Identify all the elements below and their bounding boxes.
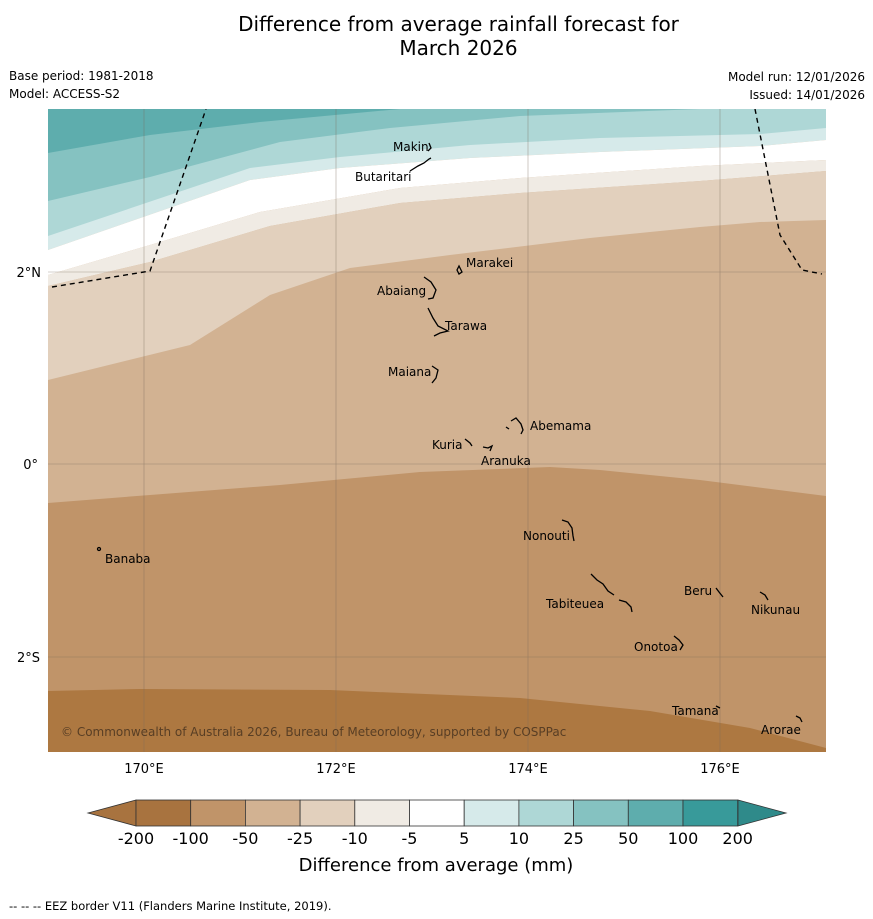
island-tabiteuea-north-shape xyxy=(590,573,615,596)
lat-axis-labels: 2°N 0° 2°S xyxy=(17,266,42,666)
legend-tick-label: -50 xyxy=(232,829,258,848)
island-label: Tabiteuea xyxy=(545,597,604,611)
model-name: Model: ACCESS-S2 xyxy=(9,87,121,101)
island-label: Onotoa xyxy=(634,640,678,654)
legend-tick-label: -25 xyxy=(287,829,313,848)
meta-left: Base period: 1981-2018 Model: ACCESS-S2 xyxy=(9,67,154,103)
lon-axis-labels: 170°E 172°E 174°E 176°E xyxy=(124,762,740,777)
island-maiana-shape xyxy=(431,365,439,384)
island-outlines xyxy=(96,142,803,723)
lat-label: 2°N xyxy=(17,266,42,281)
island-label: Makin xyxy=(393,140,429,154)
island-abemama-islet xyxy=(505,426,510,430)
band-dry-25 xyxy=(48,171,826,380)
legend-cell xyxy=(409,799,465,827)
island-tabiteuea-south-shape xyxy=(618,599,633,613)
island-label: Butaritari xyxy=(355,170,412,184)
legend-cell xyxy=(135,799,192,827)
island-label: Beru xyxy=(684,584,712,598)
legend-tick-labels: -200 -100 -50 -25 -10 -5 5 10 25 50 100 200 xyxy=(118,829,753,848)
island-banaba-shape xyxy=(96,546,102,552)
legend-cell xyxy=(682,799,739,827)
legend-tick-label: 10 xyxy=(509,829,529,848)
legend-arrow-right xyxy=(737,799,788,827)
graticule xyxy=(48,109,826,752)
island-label: Aranuka xyxy=(481,454,531,468)
island-abaiang-shape xyxy=(423,276,437,300)
lat-label: 2°S xyxy=(17,651,40,666)
island-nonouti-shape xyxy=(561,519,575,542)
legend-cell xyxy=(299,799,356,827)
lon-label: 176°E xyxy=(700,762,740,777)
island-marakei-shape xyxy=(456,264,463,275)
island-arorae-shape xyxy=(795,715,803,723)
island-tamana-shape xyxy=(715,705,721,709)
band-dry-10 xyxy=(48,160,826,286)
eez-border xyxy=(51,109,823,288)
island-beru-shape xyxy=(715,587,724,598)
legend-cell xyxy=(244,799,301,827)
island-label: Nonouti xyxy=(523,529,570,543)
title-line-1: Difference from average rainfall forecas… xyxy=(238,12,679,36)
island-label: Kuria xyxy=(432,438,463,452)
title-line-2: March 2026 xyxy=(399,36,518,60)
island-labels: Makin Butaritari Marakei Abaiang Tarawa … xyxy=(105,140,801,737)
rainfall-bands: Makin Butaritari Marakei Abaiang Tarawa … xyxy=(48,109,826,752)
meta-right: Model run: 12/01/2026 Issued: 14/01/2026 xyxy=(728,68,865,104)
island-label: Abemama xyxy=(530,419,591,433)
island-nikunau-shape xyxy=(759,591,769,601)
base-period: Base period: 1981-2018 xyxy=(9,69,154,83)
legend-arrow-left xyxy=(86,799,137,827)
island-label: Nikunau xyxy=(751,603,800,617)
island-aranuka-shape xyxy=(482,444,494,452)
island-makin-shape xyxy=(427,142,432,152)
legend-tick-label: 50 xyxy=(618,829,638,848)
band-dry-200 xyxy=(48,689,826,752)
legend-tick-label: -200 xyxy=(118,829,154,848)
island-tarawa-shape xyxy=(427,307,450,337)
island-butaritari-shape xyxy=(409,157,432,172)
island-label: Abaiang xyxy=(377,284,426,298)
issued-date: Issued: 14/01/2026 xyxy=(749,88,865,102)
legend-cell xyxy=(627,799,684,827)
island-label: Arorae xyxy=(761,723,801,737)
lon-label: 170°E xyxy=(124,762,164,777)
band-neutral xyxy=(48,140,826,275)
legend-cell xyxy=(354,799,410,827)
island-label: Marakei xyxy=(466,256,513,270)
legend-tick-label: 100 xyxy=(668,829,699,848)
legend-cell xyxy=(518,799,575,827)
map-title: Difference from average rainfall forecas… xyxy=(0,12,873,60)
island-label: Maiana xyxy=(388,365,431,379)
legend-cell xyxy=(190,799,246,827)
eez-footnote: -- -- -- EEZ border V11 (Flanders Marine… xyxy=(9,899,332,913)
island-onotoa-shape xyxy=(673,635,684,651)
model-run: Model run: 12/01/2026 xyxy=(727,70,865,84)
legend-tick-label: 200 xyxy=(722,829,753,848)
copyright-notice: © Commonwealth of Australia 2026, Bureau… xyxy=(61,725,566,739)
legend-tick-label: 25 xyxy=(563,829,583,848)
island-label: Banaba xyxy=(105,552,151,566)
lon-label: 172°E xyxy=(316,762,356,777)
island-kuria-shape xyxy=(464,438,473,447)
legend-cell xyxy=(573,799,629,827)
band-wet-50 xyxy=(48,109,700,201)
legend-cell xyxy=(463,799,520,827)
island-label: Tamana xyxy=(671,704,719,718)
legend-title: Difference from average (mm) xyxy=(299,855,574,876)
band-wet-100 xyxy=(48,109,400,153)
legend-tick-label: -100 xyxy=(173,829,209,848)
island-abemama-shape xyxy=(510,417,524,435)
island-label: Tarawa xyxy=(444,319,487,333)
legend-tick-label: -10 xyxy=(342,829,368,848)
lon-label: 174°E xyxy=(508,762,548,777)
legend-tick-label: -5 xyxy=(402,829,418,848)
legend-colorbar xyxy=(86,799,788,827)
lat-label: 0° xyxy=(23,458,38,473)
legend-tick-label: 5 xyxy=(459,829,469,848)
band-dry-100 xyxy=(48,467,826,752)
